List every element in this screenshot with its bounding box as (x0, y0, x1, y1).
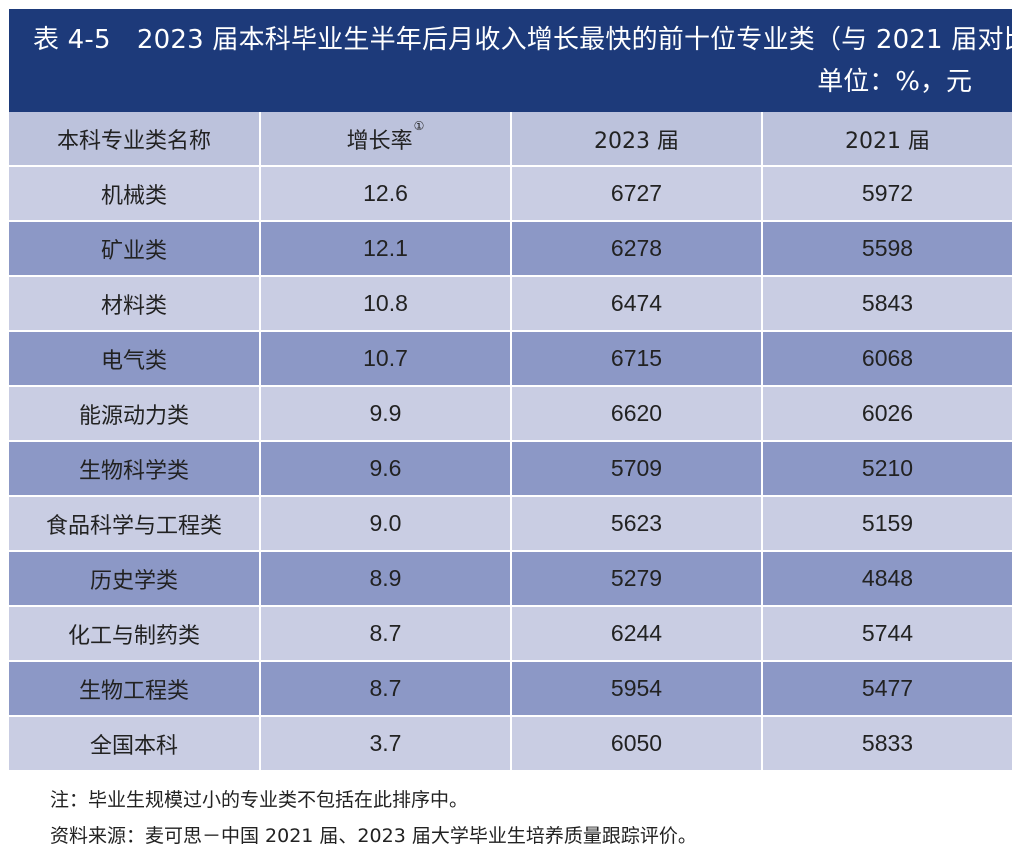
income-2023-cell: 6727 (511, 166, 763, 222)
table-caption-header: 表 4-5 2023 届本科毕业生半年后月收入增长最快的前十位专业类（与 202… (9, 9, 1024, 112)
major-name-cell: 电气类 (9, 331, 261, 387)
column-header-2021: 2021 届 (762, 112, 1012, 167)
income-2021-cell: 5159 (762, 496, 1012, 552)
income-2023-cell: 6620 (511, 386, 763, 442)
income-2023-cell: 6715 (511, 331, 763, 387)
major-name-cell: 食品科学与工程类 (9, 496, 261, 552)
growth-rate-cell: 8.9 (260, 551, 512, 607)
table-header-row: 本科专业类名称 增长率① 2023 届 2021 届 (9, 112, 1012, 167)
growth-rate-cell: 9.0 (260, 496, 512, 552)
income-2021-cell: 5477 (762, 661, 1012, 717)
income-2021-cell: 6068 (762, 331, 1012, 387)
table-row: 机械类 12.6 6727 5972 (9, 166, 1012, 222)
major-name-cell: 矿业类 (9, 221, 261, 277)
income-2023-cell: 5709 (511, 441, 763, 497)
table-row: 食品科学与工程类 9.0 5623 5159 (9, 496, 1012, 552)
column-header-growth: 增长率① (260, 112, 512, 167)
major-name-cell: 全国本科 (9, 716, 261, 772)
growth-rate-cell: 9.9 (260, 386, 512, 442)
income-2023-cell: 5623 (511, 496, 763, 552)
income-2021-cell: 5833 (762, 716, 1012, 772)
footnote-text: 注：毕业生规模过小的专业类不包括在此排序中。 (50, 789, 469, 811)
table-row: 生物工程类 8.7 5954 5477 (9, 661, 1012, 717)
column-header-2023: 2023 届 (511, 112, 763, 167)
major-name-cell: 化工与制药类 (9, 606, 261, 662)
table-row: 电气类 10.7 6715 6068 (9, 331, 1012, 387)
major-name-cell: 材料类 (9, 276, 261, 332)
table-row: 历史学类 8.9 5279 4848 (9, 551, 1012, 607)
table-row: 材料类 10.8 6474 5843 (9, 276, 1012, 332)
table-title: 表 4-5 2023 届本科毕业生半年后月收入增长最快的前十位专业类（与 202… (33, 25, 1024, 55)
income-2023-cell: 5279 (511, 551, 763, 607)
table-row-national-total: 全国本科 3.7 6050 5833 (9, 716, 1012, 772)
major-name-cell: 生物科学类 (9, 441, 261, 497)
income-growth-table: 本科专业类名称 增长率① 2023 届 2021 届 机械类 12.6 6727… (9, 112, 1012, 772)
income-2021-cell: 5744 (762, 606, 1012, 662)
growth-rate-cell: 8.7 (260, 661, 512, 717)
source-text: 资料来源：麦可思－中国 2021 届、2023 届大学毕业生培养质量跟踪评价。 (50, 825, 697, 847)
income-2021-cell: 5972 (762, 166, 1012, 222)
income-2023-cell: 6278 (511, 221, 763, 277)
income-2021-cell: 6026 (762, 386, 1012, 442)
table-row: 矿业类 12.1 6278 5598 (9, 221, 1012, 277)
income-2023-cell: 6244 (511, 606, 763, 662)
table-row: 能源动力类 9.9 6620 6026 (9, 386, 1012, 442)
column-header-name: 本科专业类名称 (9, 112, 261, 167)
income-2021-cell: 5210 (762, 441, 1012, 497)
major-name-cell: 能源动力类 (9, 386, 261, 442)
income-2021-cell: 4848 (762, 551, 1012, 607)
table-row: 化工与制药类 8.7 6244 5744 (9, 606, 1012, 662)
growth-rate-cell: 3.7 (260, 716, 512, 772)
footnote-mark: ① (413, 118, 425, 133)
income-2023-cell: 6050 (511, 716, 763, 772)
income-2023-cell: 5954 (511, 661, 763, 717)
table-row: 生物科学类 9.6 5709 5210 (9, 441, 1012, 497)
growth-rate-cell: 8.7 (260, 606, 512, 662)
major-name-cell: 机械类 (9, 166, 261, 222)
growth-rate-cell: 10.8 (260, 276, 512, 332)
income-2021-cell: 5843 (762, 276, 1012, 332)
income-2021-cell: 5598 (762, 221, 1012, 277)
growth-rate-cell: 9.6 (260, 441, 512, 497)
major-name-cell: 历史学类 (9, 551, 261, 607)
growth-rate-cell: 12.1 (260, 221, 512, 277)
table-notes: 注：毕业生规模过小的专业类不包括在此排序中。 资料来源：麦可思－中国 2021 … (50, 782, 697, 854)
income-2023-cell: 6474 (511, 276, 763, 332)
growth-rate-cell: 12.6 (260, 166, 512, 222)
major-name-cell: 生物工程类 (9, 661, 261, 717)
growth-rate-cell: 10.7 (260, 331, 512, 387)
unit-label: 单位：%，元 (817, 67, 972, 97)
